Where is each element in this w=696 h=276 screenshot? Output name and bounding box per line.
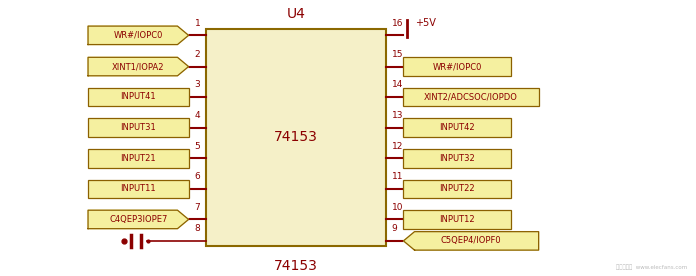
- Polygon shape: [404, 232, 539, 250]
- FancyBboxPatch shape: [88, 118, 189, 137]
- Text: INPUT31: INPUT31: [120, 123, 156, 132]
- Text: 13: 13: [392, 111, 403, 120]
- Text: 14: 14: [392, 80, 403, 89]
- Text: 1: 1: [195, 19, 200, 28]
- Text: C5QEP4/IOPF0: C5QEP4/IOPF0: [441, 236, 501, 245]
- FancyBboxPatch shape: [404, 149, 511, 168]
- Text: C4QEP3IOPE7: C4QEP3IOPE7: [109, 215, 168, 224]
- Text: 12: 12: [392, 142, 403, 151]
- Text: 3: 3: [195, 80, 200, 89]
- Text: 74153: 74153: [274, 259, 318, 273]
- Text: 10: 10: [392, 203, 403, 212]
- Text: 9: 9: [392, 224, 397, 233]
- Polygon shape: [88, 57, 189, 76]
- Text: 6: 6: [195, 172, 200, 181]
- Text: XINT2/ADCSOC/IOPDO: XINT2/ADCSOC/IOPDO: [424, 92, 518, 102]
- FancyBboxPatch shape: [88, 149, 189, 168]
- Text: 7: 7: [195, 203, 200, 212]
- Polygon shape: [88, 210, 189, 229]
- Text: INPUT32: INPUT32: [439, 154, 475, 163]
- FancyBboxPatch shape: [88, 179, 189, 198]
- Text: +5V: +5V: [416, 18, 436, 28]
- Text: 16: 16: [392, 19, 403, 28]
- FancyBboxPatch shape: [404, 210, 511, 229]
- FancyBboxPatch shape: [404, 88, 539, 106]
- Polygon shape: [88, 26, 189, 44]
- Text: 电子发烧友  www.elecfans.com: 电子发烧友 www.elecfans.com: [617, 265, 688, 270]
- Text: INPUT42: INPUT42: [439, 123, 475, 132]
- Text: U4: U4: [287, 7, 306, 21]
- Text: 5: 5: [195, 142, 200, 151]
- Text: INPUT22: INPUT22: [439, 184, 475, 193]
- FancyBboxPatch shape: [206, 28, 386, 246]
- Text: WR#/IOPC0: WR#/IOPC0: [432, 62, 482, 71]
- Text: 2: 2: [195, 50, 200, 59]
- Text: 11: 11: [392, 172, 403, 181]
- FancyBboxPatch shape: [404, 57, 511, 76]
- Text: 15: 15: [392, 50, 403, 59]
- Text: INPUT12: INPUT12: [439, 215, 475, 224]
- FancyBboxPatch shape: [404, 179, 511, 198]
- Text: INPUT11: INPUT11: [120, 184, 156, 193]
- Text: INPUT21: INPUT21: [120, 154, 156, 163]
- Text: INPUT41: INPUT41: [120, 92, 156, 102]
- Text: XINT1/IOPA2: XINT1/IOPA2: [112, 62, 164, 71]
- FancyBboxPatch shape: [404, 118, 511, 137]
- FancyBboxPatch shape: [88, 88, 189, 106]
- Text: 4: 4: [195, 111, 200, 120]
- Text: 8: 8: [195, 224, 200, 233]
- Text: 74153: 74153: [274, 130, 318, 144]
- Text: WR#/IOPC0: WR#/IOPC0: [113, 31, 163, 40]
